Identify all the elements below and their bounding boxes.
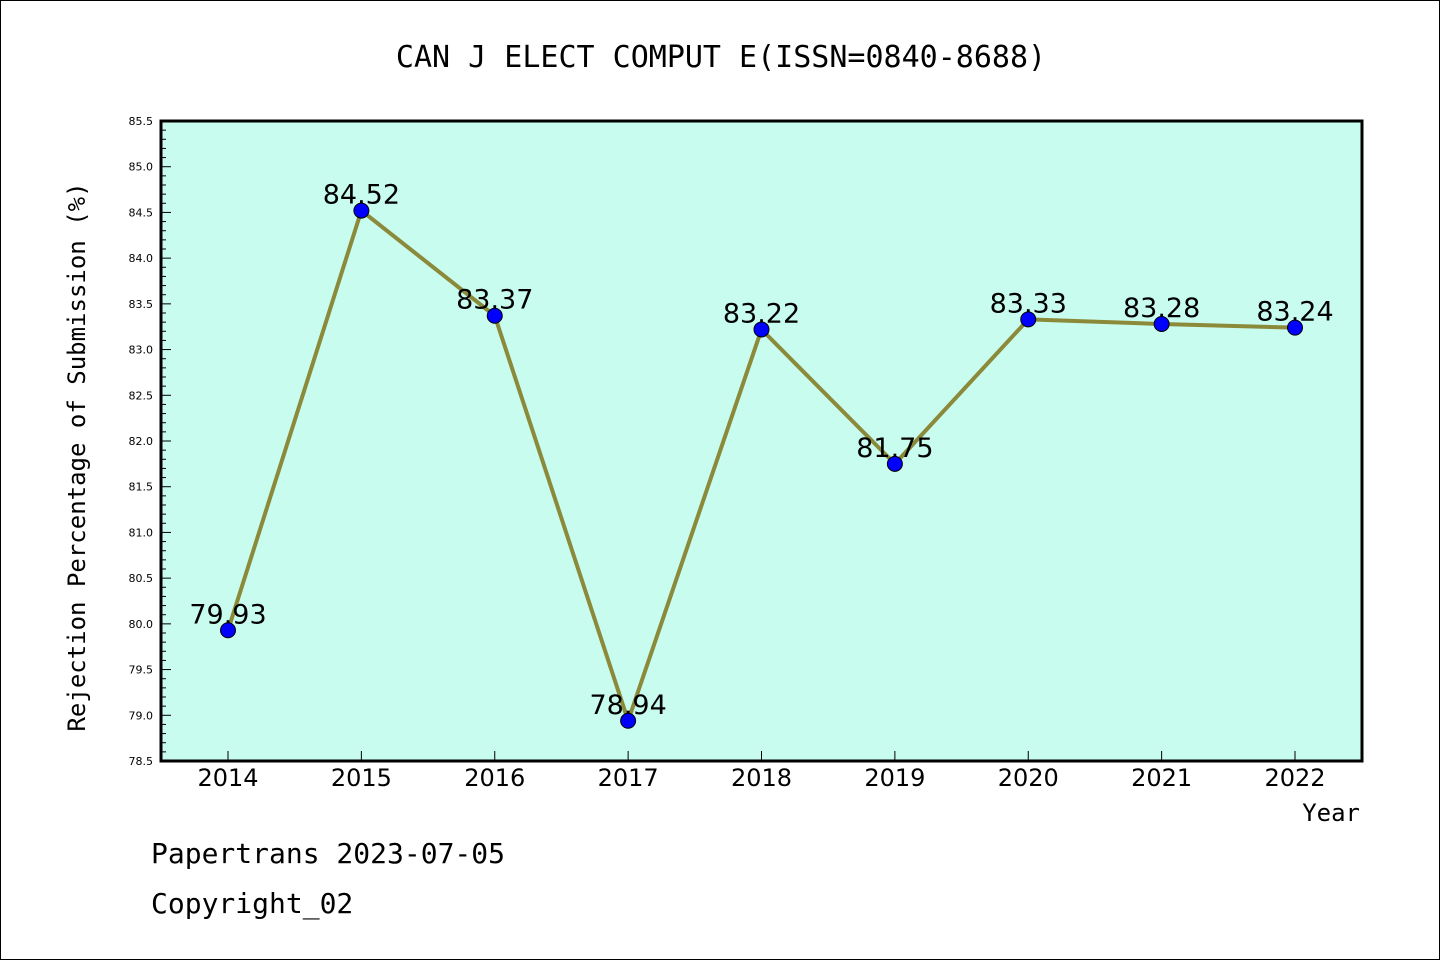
x-tick-label: 2019 bbox=[864, 764, 925, 792]
x-tick-label: 2014 bbox=[197, 764, 258, 792]
chart-title: CAN J ELECT COMPUT E(ISSN=0840-8688) bbox=[396, 40, 1046, 75]
x-tick-label: 2021 bbox=[1131, 764, 1192, 792]
data-point bbox=[886, 455, 903, 472]
x-tick-label: 2016 bbox=[464, 764, 525, 792]
data-point bbox=[1287, 319, 1303, 336]
y-tick-label: 79.0 bbox=[129, 709, 154, 722]
data-point bbox=[1153, 315, 1170, 332]
plot-border bbox=[159, 119, 1364, 763]
data-point bbox=[486, 307, 503, 324]
data-point bbox=[220, 622, 236, 639]
y-tick-label: 84.0 bbox=[129, 252, 154, 265]
y-tick-label: 83.5 bbox=[129, 298, 154, 311]
y-tick-label: 82.5 bbox=[129, 389, 154, 402]
y-tick-label: 82.0 bbox=[129, 435, 154, 448]
y-tick-label: 83.0 bbox=[129, 344, 154, 357]
x-tick-label: 2020 bbox=[998, 764, 1059, 792]
y-tick-label: 80.0 bbox=[129, 618, 154, 631]
y-tick-label: 79.5 bbox=[129, 664, 154, 677]
y-axis-label: Rejection Percentage of Submission (%) bbox=[63, 182, 91, 731]
y-tick-label: 78.5 bbox=[129, 755, 154, 768]
x-axis: 2014 2015 2016 2017 2018 2019 2020 2021 2022 bbox=[197, 751, 1326, 792]
plot-area bbox=[161, 121, 1362, 761]
x-tick-label: 2018 bbox=[731, 764, 792, 792]
data-point bbox=[620, 712, 637, 729]
y-tick-label: 85.0 bbox=[129, 161, 154, 174]
y-tick-label: 85.5 bbox=[129, 115, 154, 128]
y-tick-label: 80.5 bbox=[129, 572, 154, 585]
footer-copyright-text: Copyright_02 bbox=[151, 887, 354, 920]
x-tick-label: 2017 bbox=[598, 764, 659, 792]
x-tick-label: 2022 bbox=[1264, 764, 1325, 792]
data-point bbox=[753, 321, 770, 338]
x-tick-label: 2015 bbox=[331, 764, 392, 792]
data-point bbox=[1020, 311, 1037, 328]
footer-date-text: Papertrans 2023-07-05 bbox=[151, 837, 506, 870]
data-point bbox=[353, 202, 370, 219]
y-tick-label: 81.0 bbox=[129, 526, 154, 539]
y-tick-label: 84.5 bbox=[129, 206, 154, 219]
y-tick-label: 81.5 bbox=[129, 481, 154, 494]
x-axis-label: Year bbox=[1302, 799, 1360, 827]
